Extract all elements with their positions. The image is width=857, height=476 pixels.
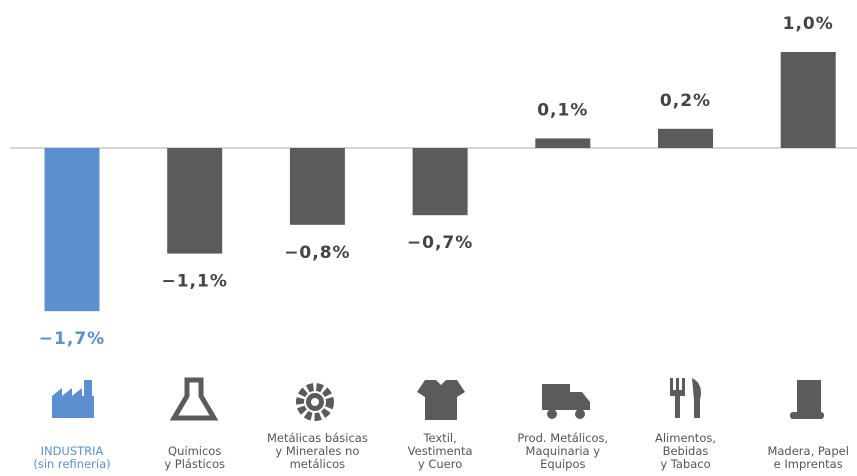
category-label: Textil, Vestimenta y Cuero xyxy=(407,431,473,471)
category-label: Metálicas básicas y Minerales no metálic… xyxy=(266,431,368,471)
bar xyxy=(412,148,468,216)
icon-cutlery xyxy=(670,378,701,418)
bar xyxy=(780,52,836,148)
category-label: Químicos y Plásticos xyxy=(164,444,226,471)
value-label: 1,0% xyxy=(783,14,834,34)
value-label: 0,2% xyxy=(660,91,711,111)
icons xyxy=(52,377,824,421)
category-label: INDUSTRIA (sin refinería) xyxy=(33,444,111,471)
category-label: Alimentos, Bebidas y Tabaco xyxy=(654,431,716,471)
bar xyxy=(535,138,591,148)
category-label: Prod. Metálicos, Maquinaria y Equipos xyxy=(517,431,609,471)
icon-factory xyxy=(52,380,94,418)
value-label: −0,8% xyxy=(284,243,350,263)
value-label: −1,1% xyxy=(161,272,227,292)
category-label: Madera, Papel e Imprentas xyxy=(767,444,849,471)
bar xyxy=(658,128,713,148)
bar xyxy=(44,148,100,312)
icon-paper xyxy=(790,380,824,419)
icon-flask xyxy=(169,377,219,421)
value-label: −1,7% xyxy=(39,329,105,349)
value-label: 0,1% xyxy=(537,100,588,120)
bar xyxy=(289,148,345,225)
icon-truck xyxy=(542,384,590,419)
icon-shirt xyxy=(417,380,465,420)
value-label: −0,7% xyxy=(407,233,473,253)
icon-gear xyxy=(296,383,334,421)
bar xyxy=(167,148,223,254)
